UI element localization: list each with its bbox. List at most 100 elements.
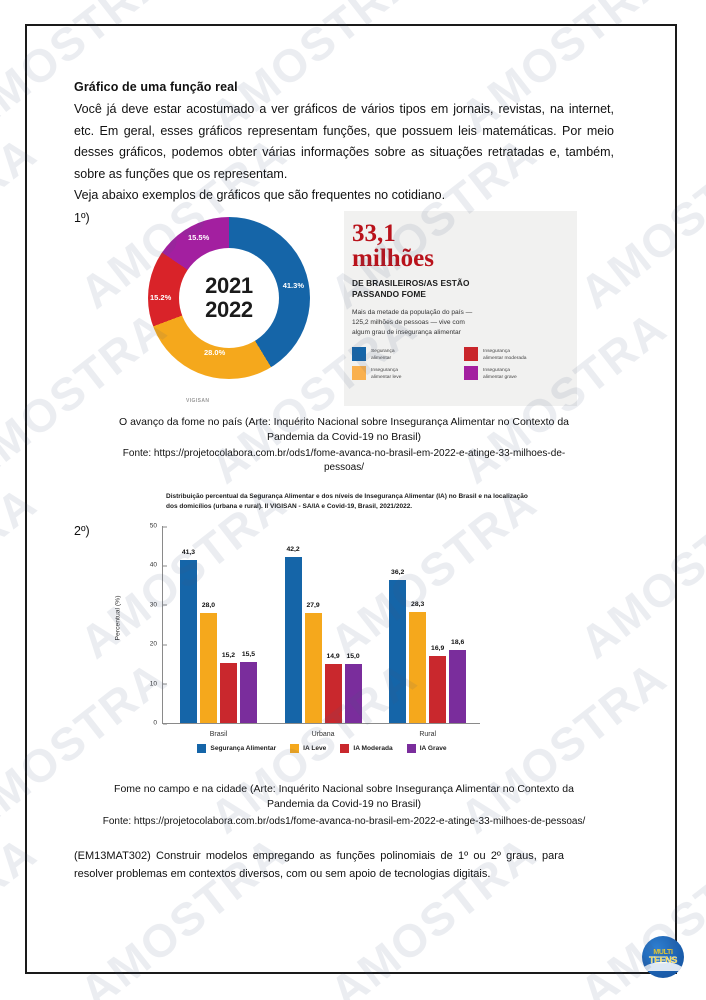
watermark-text: AMOSTRA (570, 651, 706, 1000)
headline-caps-line-2: PASSANDO FOME (352, 288, 426, 299)
infographic-body-line-2: 125,2 milhões de pessoas — vive com (352, 318, 465, 326)
bar-value-label: 28,0 (201, 601, 216, 609)
y-tick-40: 40 (150, 562, 168, 569)
legend-label-seguranca: Segurança alimentar (371, 348, 395, 361)
donut-label-seguranca: 41.3% (282, 280, 304, 290)
logo-line-1: MULTI (653, 949, 673, 956)
bar-legend-label-seguranca: Segurança Alimentar (210, 745, 277, 753)
bar-legend-swatch-purple (406, 744, 416, 754)
bar-value-label: 16,9 (431, 645, 445, 653)
donut-label-grave: 15.5% (188, 232, 210, 242)
donut-year-top: 2021 (205, 272, 253, 298)
logo-line-2: TEENS (648, 955, 678, 965)
bar-legend-swatch-blue (197, 744, 207, 754)
donut-center: 2021 2022 (179, 247, 279, 348)
legend-item-inseguranca-moderada: Insegurança alimentar moderada (464, 346, 570, 362)
item-1-source-line-2: pessoas/ (323, 462, 365, 474)
infographic-legend: Segurança alimentar Insegurança alimenta… (352, 346, 570, 381)
donut-label-leve: 28.0% (204, 347, 226, 357)
item-2-caption-line-2: Pandemia da Covid-19 no Brasil) (266, 798, 422, 811)
bar-legend-label-ia-moderada: IA Moderada (353, 745, 393, 753)
item-2-marker: 2º) (74, 524, 90, 539)
y-tick-30: 30 (150, 601, 168, 608)
bar-legend-item-seguranca: Segurança Alimentar (197, 744, 277, 754)
bar-chart-legend: Segurança Alimentar IA Leve IA Moderada … (142, 744, 502, 754)
bar-group-brasil: 41,3 28,0 15,2 15,5 Brasil (169, 526, 267, 738)
bar-brasil-seguranca: 41,3 (179, 549, 197, 724)
item-2-caption-line-1: Fome no campo e na cidade (Arte: Inquéri… (114, 783, 574, 796)
item-1-caption-line-1: O avanço da fome no país (Arte: Inquérit… (118, 415, 569, 428)
page-content: Gráfico de uma função real Você já deve … (74, 80, 614, 883)
bar-legend-swatch-orange (290, 744, 300, 754)
infographic-body-line-1: Mais da metade da população do país — (352, 308, 473, 316)
bar-legend-label-ia-leve: IA Leve (303, 745, 327, 753)
bar-value-label: 14,9 (326, 653, 340, 661)
legend-item-inseguranca-grave: Insegurança alimentar grave (464, 365, 570, 381)
infographic-body-line-3: algum grau de insegurança alimentar (352, 328, 461, 336)
headline-unit: milhões (352, 245, 434, 272)
bar-rural-ia-moderada: 16,9 (429, 645, 447, 724)
bar-value-label: 36,2 (391, 569, 405, 577)
bar-chart-plot-area: 0 10 20 30 40 50 41,3 28,0 15,2 (150, 523, 480, 738)
item-1-block: 1º) 2021 2022 41.3% 28.0% 15.2% 15.5% VI… (74, 210, 614, 406)
intro-paragraph: Você já deve estar acostumado a ver gráf… (74, 102, 614, 181)
y-tick-10: 10 (150, 680, 168, 687)
logo-swoosh-icon (642, 962, 684, 971)
bar-legend-item-ia-grave: IA Grave (406, 744, 447, 754)
bar-value-label: 15,2 (221, 652, 236, 660)
legend-swatch-red (464, 346, 478, 361)
bar-rural-ia-grave: 18,6 (449, 639, 467, 724)
multi-teens-logo: MULTI TEENS (642, 936, 684, 978)
legend-label-moderada: Insegurança alimentar moderada (483, 348, 527, 361)
bar-urbana-ia-leve: 27,9 (304, 602, 322, 724)
bar-brasil-ia-grave: 15,5 (239, 651, 257, 724)
bncc-skill-text: (EM13MAT302) Construir modelos empregand… (74, 850, 564, 881)
legend-item-seguranca-alimentar: Segurança alimentar (352, 346, 458, 362)
donut-year-bottom: 2022 (205, 296, 253, 322)
y-tick-20: 20 (150, 641, 168, 648)
donut-chart: 2021 2022 41.3% 28.0% 15.2% 15.5% (148, 216, 310, 379)
bar-value-label: 15,5 (241, 651, 256, 658)
headline-number: 33,1 (352, 219, 396, 247)
infographic-fome: 2021 2022 41.3% 28.0% 15.2% 15.5% VIGISA… (112, 210, 577, 406)
bar-urbana-ia-moderada: 14,9 (324, 653, 342, 724)
item-1-source-line-1: Fonte: https://projetocolabora.com.br/od… (122, 447, 566, 459)
legend-label-leve: Insegurança alimentar leve (371, 367, 402, 380)
page-border (25, 24, 677, 974)
watermark-text: AMOSTRA (570, 0, 706, 319)
infographic-right-panel: 33,1 milhões DE BRASILEIROS/AS ESTÃO PAS… (352, 219, 570, 381)
legend-swatch-orange (352, 365, 366, 380)
x-tick-rural: Rural (419, 731, 437, 739)
x-tick-brasil: Brasil (209, 731, 228, 739)
intro-line-2: Veja abaixo exemplos de gráficos que são… (74, 188, 446, 202)
bar-rural-seguranca: 36,2 (389, 569, 407, 724)
headline-caps-line-1: DE BRASILEIROS/AS ESTÃO (352, 277, 470, 288)
bar-group-urbana: 42,2 27,9 14,9 15,0 Urbana (274, 526, 372, 738)
y-tick-0: 0 (153, 720, 167, 727)
bar-legend-swatch-red (340, 744, 350, 754)
watermark-text: AMOSTRA (570, 301, 706, 669)
bar-value-label: 27,9 (306, 602, 320, 610)
item-1-caption-line-2: Pandemia da Covid-19 no Brasil) (266, 430, 422, 443)
legend-item-inseguranca-leve: Insegurança alimentar leve (352, 365, 458, 381)
bar-legend-item-ia-moderada: IA Moderada (340, 744, 393, 754)
bar-urbana-ia-grave: 15,0 (344, 653, 362, 724)
legend-label-grave: Insegurança alimentar grave (483, 367, 517, 380)
item-1-marker: 1º) (74, 210, 90, 225)
y-tick-50: 50 (150, 523, 168, 530)
legend-swatch-purple (464, 365, 478, 380)
bar-rural-ia-leve: 28,3 (409, 601, 427, 724)
bar-legend-item-ia-leve: IA Leve (290, 744, 327, 754)
bar-value-label: 18,6 (451, 638, 465, 646)
donut-source-label: VIGISAN (186, 397, 210, 404)
item-2-block: 2º) Percentual (%) 0 10 20 30 40 50 41,3… (74, 518, 614, 778)
legend-swatch-blue (352, 346, 366, 361)
bar-chart-title: Distribuição percentual da Segurança Ali… (166, 492, 528, 510)
item-2-source-line-1: Fonte: https://projetocolabora.com.br/od… (102, 815, 586, 827)
bar-group-rural: 36,2 28,3 16,9 18,6 Rural (379, 526, 477, 738)
bar-urbana-seguranca: 42,2 (284, 546, 302, 724)
x-tick-urbana: Urbana (311, 731, 335, 739)
bar-legend-label-ia-grave: IA Grave (419, 745, 447, 753)
page-title: Gráfico de uma função real (74, 80, 238, 94)
donut-label-moderada: 15.2% (150, 292, 172, 302)
